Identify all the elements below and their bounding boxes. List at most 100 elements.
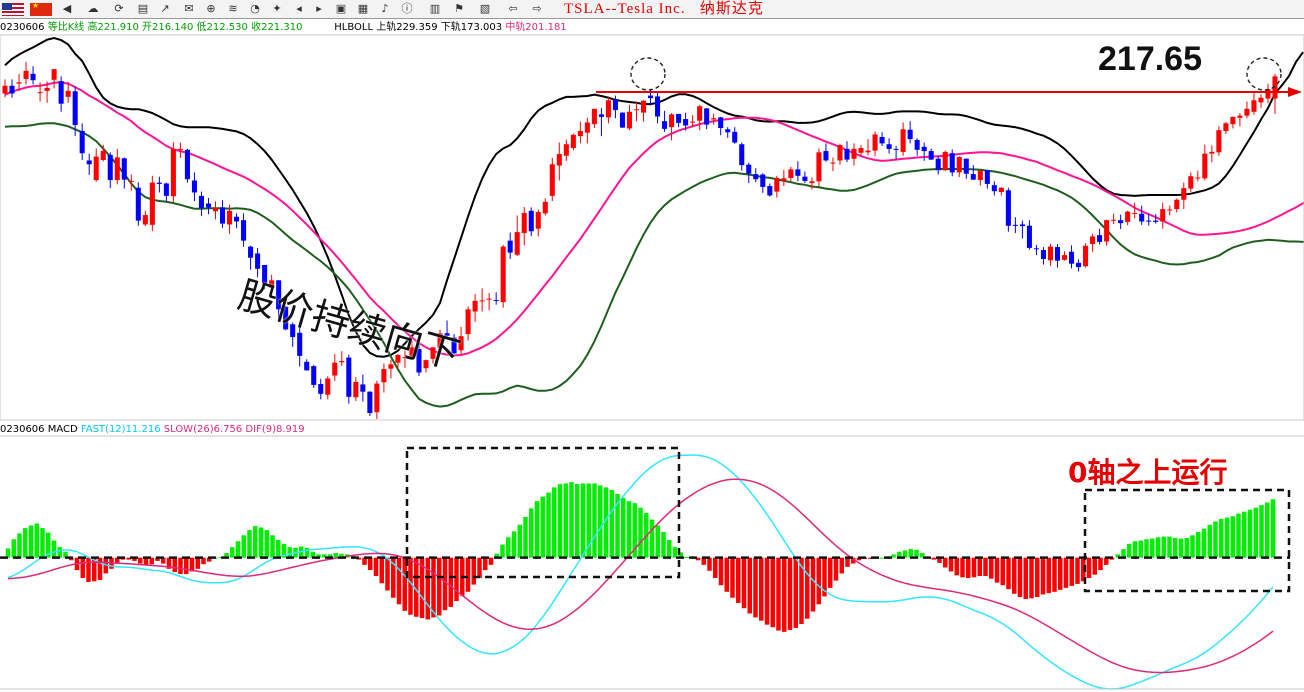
candle: [121, 157, 127, 189]
macd-histogram-bar: [195, 557, 200, 569]
candle-body: [1146, 220, 1152, 222]
macd-histogram-bar: [810, 557, 816, 612]
settings-icon[interactable]: ✦: [272, 2, 282, 15]
candle: [262, 264, 268, 290]
wifi-icon[interactable]: ≋: [228, 2, 238, 15]
us-flag-icon[interactable]: [2, 3, 24, 16]
candle-body: [1033, 248, 1039, 250]
bars-icon[interactable]: ▧: [479, 2, 491, 15]
macd-histogram-bar: [937, 557, 942, 563]
candle-body: [732, 131, 738, 143]
candle-body: [1019, 224, 1025, 227]
candle: [1111, 213, 1117, 225]
mail-icon[interactable]: ✉: [184, 2, 194, 15]
candle: [591, 108, 597, 129]
candle: [858, 145, 864, 156]
macd-histogram-bar: [1224, 517, 1230, 558]
candle-body: [1174, 199, 1180, 210]
candle: [1251, 91, 1257, 115]
boll-mid-band: [4, 81, 1304, 357]
macd-histogram-bar: [1253, 507, 1258, 558]
candle-body: [1061, 255, 1068, 260]
macd-histogram-bar: [28, 525, 34, 558]
candle: [44, 81, 50, 103]
candle: [1026, 220, 1032, 250]
macd-histogram-bar: [178, 557, 183, 575]
macd-histogram-bar: [281, 543, 287, 558]
cloud-icon[interactable]: ☁: [87, 2, 99, 15]
grid-icon[interactable]: ▥: [429, 2, 441, 15]
macd-histogram-bar: [155, 557, 160, 561]
candle-body: [93, 156, 99, 181]
candle-body: [458, 336, 464, 351]
left-icon[interactable]: ◂: [296, 2, 302, 15]
print-icon[interactable]: ▣: [335, 2, 347, 15]
candle-body: [753, 174, 759, 180]
candle-body: [1097, 235, 1103, 242]
macd-histogram-bar: [143, 557, 149, 566]
macd-histogram-bar: [448, 557, 453, 607]
macd-histogram-bar: [161, 557, 166, 564]
candle-body: [942, 151, 948, 171]
candle: [142, 210, 148, 227]
candle-body: [991, 185, 997, 192]
candle-body: [170, 148, 176, 197]
macd-histogram-bar: [1052, 557, 1057, 592]
macd-histogram-bar: [310, 551, 315, 558]
macd-histogram-bar: [235, 541, 241, 558]
boll-lower-band: [4, 122, 1304, 408]
macd-histogram-bar: [736, 557, 741, 603]
cn-flag-icon[interactable]: [30, 1, 52, 16]
window-title: TSLA--Tesla Inc. 纳斯达克: [564, 1, 764, 17]
arrow-icon[interactable]: ↗: [160, 2, 170, 15]
candle-body: [409, 347, 415, 357]
candle-body: [647, 95, 654, 99]
candle: [760, 173, 766, 193]
macd-histogram-bar: [437, 557, 442, 616]
candle-body: [1083, 245, 1089, 267]
macd-histogram-bar: [276, 539, 281, 558]
chart-icon[interactable]: ▤: [137, 2, 149, 15]
macd-histogram-bar: [1115, 554, 1120, 558]
macd-histogram-bar: [1132, 541, 1138, 558]
candle-body: [304, 361, 310, 371]
candle-body: [1223, 123, 1229, 131]
macd-histogram-bar: [621, 497, 626, 558]
macd-histogram-bar: [971, 557, 977, 578]
candle-body: [479, 300, 485, 302]
macd-histogram-bar: [1265, 502, 1270, 558]
macd-histogram-bar: [672, 547, 678, 558]
candle: [970, 165, 976, 181]
back-icon[interactable]: ◀: [62, 2, 72, 15]
zoom-icon[interactable]: ⊕: [206, 2, 216, 15]
macd-histogram-bar: [1236, 513, 1241, 558]
flag-icon[interactable]: ⚑: [454, 2, 464, 15]
annotation-layer: [0, 57, 1302, 593]
candle: [58, 76, 64, 112]
candle-body: [507, 240, 513, 253]
macd-histogram-bar: [994, 557, 1000, 583]
nav-forward-icon[interactable]: ⇨: [532, 2, 542, 15]
refresh-icon[interactable]: ⟳: [114, 2, 124, 15]
macd-histogram-bar: [770, 557, 775, 628]
macd-histogram-bar: [270, 535, 275, 558]
candle: [493, 292, 499, 305]
macd-histogram-bar: [379, 557, 384, 584]
info-icon[interactable]: ⓘ: [401, 2, 413, 15]
candle: [1209, 145, 1215, 163]
nav-back-icon[interactable]: ⇦: [508, 2, 518, 15]
macd-histogram-bar: [258, 527, 264, 558]
candle-body: [1040, 250, 1046, 259]
macd-histogram-bar: [1184, 537, 1189, 558]
macd-histogram-bar: [569, 482, 574, 558]
candle-body: [142, 215, 148, 225]
candle: [949, 149, 955, 177]
candle: [991, 181, 997, 196]
highlight-circle-left: [630, 57, 666, 91]
pie-icon[interactable]: ◔: [250, 2, 260, 15]
right-icon[interactable]: ▸: [316, 2, 322, 15]
calculator-icon[interactable]: ▦: [357, 2, 369, 15]
bell-icon[interactable]: ♪: [381, 2, 389, 15]
candle: [374, 380, 380, 419]
